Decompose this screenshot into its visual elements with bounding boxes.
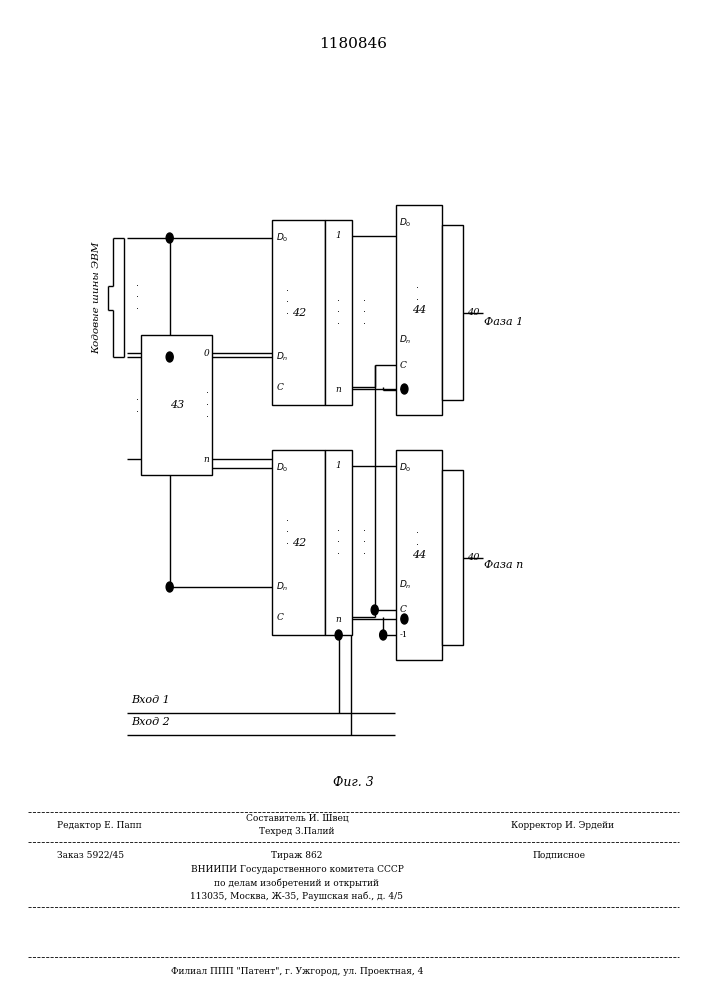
Text: C: C xyxy=(399,360,407,369)
Bar xyxy=(325,450,352,635)
Circle shape xyxy=(335,630,342,640)
Circle shape xyxy=(401,614,408,624)
Text: Фаза 1: Фаза 1 xyxy=(484,317,524,327)
Circle shape xyxy=(166,352,173,362)
Text: Вход 1: Вход 1 xyxy=(131,695,170,705)
Text: $D_n$: $D_n$ xyxy=(276,351,289,363)
Circle shape xyxy=(166,582,173,592)
Text: C: C xyxy=(399,605,407,614)
Text: Заказ 5922/45: Заказ 5922/45 xyxy=(57,850,124,859)
Text: Фаза n: Фаза n xyxy=(484,560,524,570)
Text: 43: 43 xyxy=(170,400,184,410)
Text: $D_0$: $D_0$ xyxy=(399,217,412,229)
Circle shape xyxy=(166,233,173,243)
Text: $D_0$: $D_0$ xyxy=(399,462,412,474)
Bar xyxy=(141,335,212,475)
Bar xyxy=(325,220,352,405)
Text: 1: 1 xyxy=(336,232,341,240)
Text: 42: 42 xyxy=(291,538,306,548)
Text: 1180846: 1180846 xyxy=(320,37,387,51)
Text: $D_n$: $D_n$ xyxy=(399,579,412,591)
Text: 113035, Москва, Ж-35, Раушская наб., д. 4/5: 113035, Москва, Ж-35, Раушская наб., д. … xyxy=(190,891,404,901)
Text: $D_0$: $D_0$ xyxy=(276,462,289,474)
Text: ·
·
·: · · · xyxy=(286,286,289,319)
Text: ·
·
·: · · · xyxy=(337,296,340,329)
Bar xyxy=(442,225,463,400)
Text: $D_0$: $D_0$ xyxy=(276,232,289,244)
Text: ·
·
·: · · · xyxy=(363,296,366,329)
Text: Составитель И. Швец: Составитель И. Швец xyxy=(245,814,349,822)
Text: -1: -1 xyxy=(399,386,408,394)
Bar xyxy=(272,450,325,635)
Circle shape xyxy=(401,384,408,394)
Text: Корректор И. Эрдейи: Корректор И. Эрдейи xyxy=(510,820,614,830)
Bar xyxy=(272,220,325,405)
Text: 44: 44 xyxy=(411,305,426,315)
Text: n: n xyxy=(336,384,341,393)
Text: C: C xyxy=(276,612,284,621)
Text: $D_n$: $D_n$ xyxy=(399,334,412,346)
Text: Редактор Е. Папп: Редактор Е. Папп xyxy=(57,820,141,830)
Text: по делам изобретений и открытий: по делам изобретений и открытий xyxy=(214,878,380,888)
Text: 1: 1 xyxy=(336,462,341,471)
Text: 0: 0 xyxy=(204,349,209,358)
Text: n: n xyxy=(204,454,209,464)
Bar xyxy=(396,205,442,415)
Text: Филиал ППП "Патент", г. Ужгород, ул. Проектная, 4: Филиал ППП "Патент", г. Ужгород, ул. Про… xyxy=(171,968,423,976)
Text: ·
·: · · xyxy=(136,395,139,417)
Text: C: C xyxy=(276,382,284,391)
Text: Тираж 862: Тираж 862 xyxy=(271,850,322,859)
Text: 40: 40 xyxy=(467,308,480,317)
Bar xyxy=(442,470,463,645)
Text: 44: 44 xyxy=(411,550,426,560)
Text: ·
·
·: · · · xyxy=(286,516,289,549)
Text: $D_n$: $D_n$ xyxy=(276,581,289,593)
Circle shape xyxy=(380,630,387,640)
Text: ·
·
·: · · · xyxy=(416,283,419,317)
Text: Фиг. 3: Фиг. 3 xyxy=(333,776,374,788)
Text: n: n xyxy=(336,614,341,624)
Text: 42: 42 xyxy=(291,308,306,318)
Text: -1: -1 xyxy=(399,631,408,639)
Text: ·
·
·: · · · xyxy=(206,388,209,422)
Text: ·
·
·: · · · xyxy=(337,526,340,559)
Text: ВНИИПИ Государственного комитета СССР: ВНИИПИ Государственного комитета СССР xyxy=(190,865,404,874)
Text: Подписное: Подписное xyxy=(532,850,585,859)
Text: ·
·
·: · · · xyxy=(363,526,366,559)
Circle shape xyxy=(371,605,378,615)
Text: 40: 40 xyxy=(467,553,480,562)
Text: ·
·
·: · · · xyxy=(416,528,419,562)
Text: Техред 3.Палий: Техред 3.Палий xyxy=(259,826,334,836)
Text: ·
·
·: · · · xyxy=(136,281,139,314)
Text: Кодовые шины ЭВМ: Кодовые шины ЭВМ xyxy=(93,241,101,354)
Text: Вход 2: Вход 2 xyxy=(131,717,170,727)
Bar xyxy=(396,450,442,660)
